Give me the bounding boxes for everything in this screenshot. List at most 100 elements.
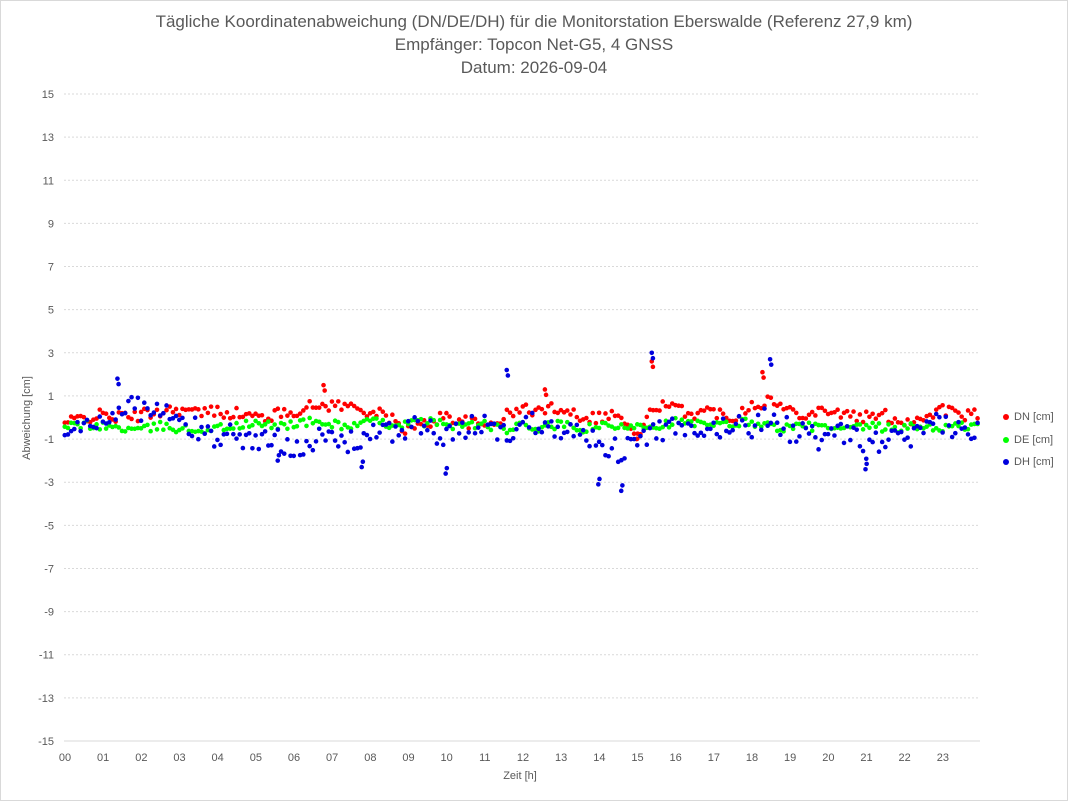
dn-point <box>571 407 576 412</box>
dh-point <box>864 461 869 467</box>
de-point <box>256 420 262 426</box>
de-point <box>94 422 99 427</box>
dh-point <box>841 440 847 446</box>
dn-point <box>679 403 685 409</box>
de-point <box>434 422 440 428</box>
dh-point <box>180 415 185 421</box>
dh-point <box>431 430 437 436</box>
dn-point <box>956 410 961 415</box>
dh-point <box>453 421 459 426</box>
dh-point <box>618 488 624 494</box>
dh-point <box>262 429 268 434</box>
x-tick-label: 17 <box>708 752 720 764</box>
dh-point <box>428 418 433 423</box>
dh-point <box>580 427 586 433</box>
de-point <box>892 424 898 430</box>
dh-point <box>466 430 471 435</box>
dh-point <box>409 424 414 430</box>
dh-point <box>813 435 818 440</box>
de-point <box>164 421 169 427</box>
dn-point <box>370 409 376 415</box>
dh-point <box>393 424 398 429</box>
de-point <box>326 421 332 427</box>
dn-point <box>542 410 548 416</box>
dh-point <box>421 423 427 429</box>
dn-point <box>746 407 751 413</box>
dh-point <box>275 427 281 432</box>
dh-point <box>517 422 522 427</box>
dh-point <box>596 482 601 487</box>
y-tick-label: -5 <box>44 520 54 532</box>
dn-point <box>787 404 793 410</box>
dn-point <box>275 406 281 412</box>
dh-point <box>444 426 449 432</box>
de-point <box>876 421 882 426</box>
dh-point <box>526 425 532 430</box>
dn-point <box>867 414 872 420</box>
de-point <box>660 424 666 430</box>
dn-point <box>205 410 211 416</box>
de-point <box>724 419 729 425</box>
dh-point <box>669 416 675 422</box>
data-points <box>62 350 980 494</box>
dh-point <box>793 439 799 444</box>
dh-point <box>148 413 153 418</box>
dh-point <box>345 449 351 455</box>
y-tick-label: 7 <box>48 262 54 274</box>
dh-point <box>682 432 688 438</box>
dn-point <box>609 408 615 414</box>
dh-point <box>704 426 710 432</box>
dn-point <box>965 408 971 413</box>
dh-point <box>463 435 468 441</box>
legend-item-de: DE [cm] <box>1003 434 1053 446</box>
dh-point <box>816 447 821 452</box>
de-point <box>679 417 685 423</box>
dh-point <box>275 458 281 463</box>
dn-point <box>593 420 599 426</box>
dn-point <box>202 406 208 411</box>
dh-point <box>396 433 402 438</box>
dh-point <box>145 406 150 411</box>
dh-point <box>634 443 640 448</box>
dh-point <box>246 430 252 436</box>
de-point <box>603 420 608 426</box>
dn-point <box>307 398 312 404</box>
dn-point <box>517 410 522 415</box>
dh-point <box>329 429 335 435</box>
dn-point <box>196 407 201 412</box>
de-point <box>304 423 309 429</box>
dn-point <box>968 411 974 417</box>
dh-point <box>205 424 211 429</box>
de-point <box>806 420 812 426</box>
dh-point <box>138 418 144 424</box>
dh-point <box>940 430 945 435</box>
dn-point <box>631 431 637 437</box>
dh-point <box>743 423 748 428</box>
dn-point <box>377 406 382 411</box>
dh-point <box>183 422 188 427</box>
dn-point <box>390 412 395 417</box>
dh-point <box>196 436 201 442</box>
dn-point <box>854 418 860 424</box>
dh-point <box>622 456 627 461</box>
dn-point <box>584 415 589 421</box>
dh-point <box>857 443 863 449</box>
dh-point <box>767 356 773 362</box>
dh-point <box>84 417 90 423</box>
de-point <box>488 427 494 433</box>
dh-point <box>650 422 656 427</box>
dh-point <box>539 429 545 435</box>
dn-point <box>650 364 656 370</box>
dn-point <box>466 426 471 431</box>
dh-point <box>269 442 274 448</box>
de-point <box>749 419 755 424</box>
legend-marker-dn <box>1003 414 1009 421</box>
dn-point <box>949 405 955 411</box>
dh-point <box>440 442 446 448</box>
de-point <box>873 424 879 430</box>
dn-point <box>351 403 357 409</box>
dh-point <box>962 425 968 430</box>
dn-point <box>549 401 554 406</box>
dn-point <box>682 414 688 419</box>
de-point <box>822 422 828 428</box>
